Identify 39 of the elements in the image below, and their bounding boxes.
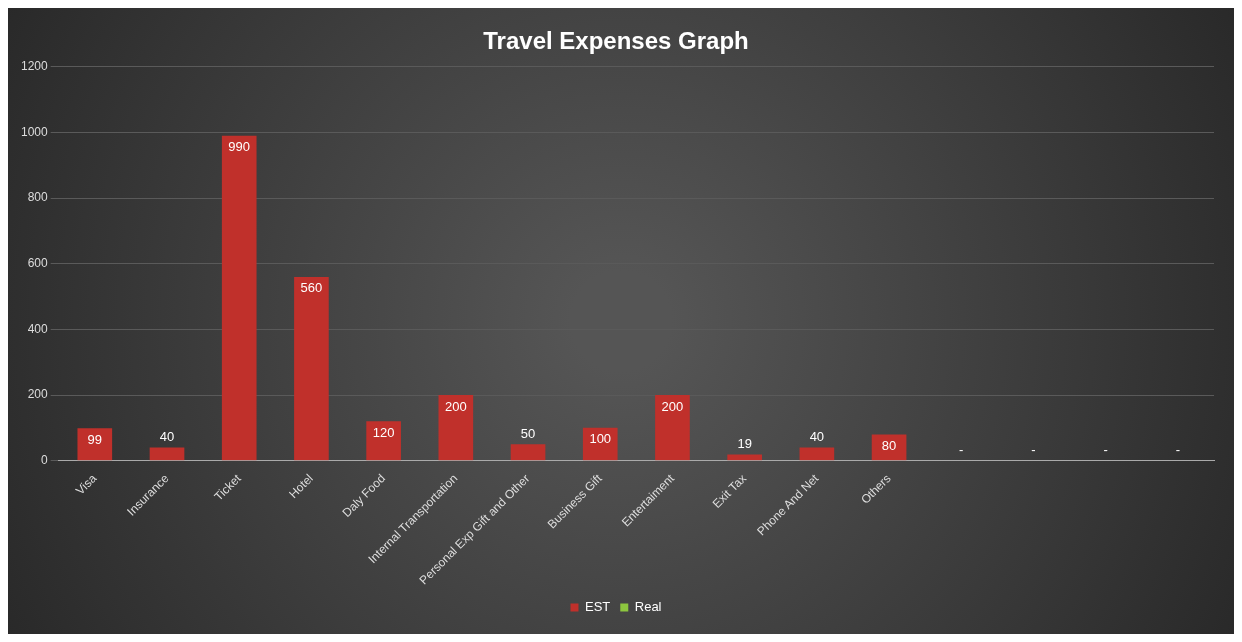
data-label: - [1175,442,1181,458]
bar [799,447,835,461]
data-label: 80 [881,438,897,454]
data-label: - [1031,442,1036,458]
bar [366,421,401,461]
bar [221,135,257,461]
legend-label: Real [634,599,662,615]
data-label: 560 [300,280,323,296]
y-tick-label: 400 [27,321,49,336]
data-label: - [1103,442,1108,458]
y-tick-label: 0 [41,453,49,468]
y-tick-label: 200 [27,387,49,402]
data-label: 99 [87,431,103,447]
bar [727,454,762,461]
data-label: 100 [589,431,612,447]
bar [582,427,618,461]
data-label: 200 [661,398,684,414]
bar [510,444,546,461]
x-tick-label: Exit Tax [709,471,750,511]
y-tick-label: 1000 [20,124,49,139]
data-label: 120 [372,424,395,440]
bar [77,428,113,461]
bar [438,395,474,461]
bar [294,276,329,461]
x-tick-label: Visa [73,471,100,498]
data-label: 990 [228,139,251,155]
data-label: - [959,442,964,458]
legend-label: EST [584,599,611,615]
data-label: 19 [737,436,752,452]
y-tick-label: 1200 [20,59,49,74]
bar [655,395,690,461]
bar [149,447,185,461]
data-label: 40 [159,429,175,445]
data-label: 200 [444,398,467,414]
data-label: 40 [809,429,825,445]
y-tick-label: 600 [27,256,49,271]
chart-title: Travel Expenses Graph [483,27,749,55]
y-tick-label: 800 [27,190,49,205]
data-label: 50 [520,425,536,441]
